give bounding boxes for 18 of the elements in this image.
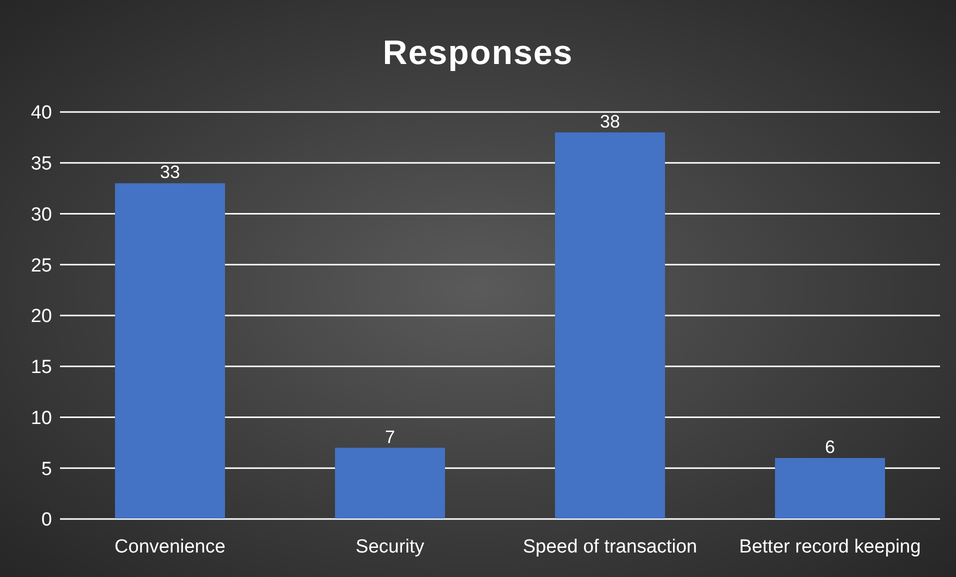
chart-title: Responses — [382, 34, 574, 73]
y-tick-label: 20 — [30, 306, 52, 328]
y-tick-label: 10 — [30, 408, 52, 429]
y-tick-label: 30 — [30, 204, 52, 226]
data-label: 7 — [384, 426, 396, 447]
x-tick-label: Speed of transaction — [522, 536, 698, 558]
data-label: 6 — [824, 436, 836, 457]
data-label: 33 — [160, 162, 180, 182]
y-tick-label: 15 — [30, 357, 52, 378]
x-tick-label: Convenience — [114, 536, 226, 558]
y-tick-label: 35 — [30, 154, 52, 175]
y-tick-label: 25 — [30, 255, 52, 276]
y-tick-label: 5 — [41, 458, 52, 480]
x-tick-label: Security — [356, 536, 425, 558]
x-tick-label: Better record keeping — [739, 536, 921, 558]
y-tick-label: 0 — [41, 510, 52, 531]
y-tick-label: 40 — [30, 102, 52, 124]
data-label: 38 — [600, 111, 620, 132]
